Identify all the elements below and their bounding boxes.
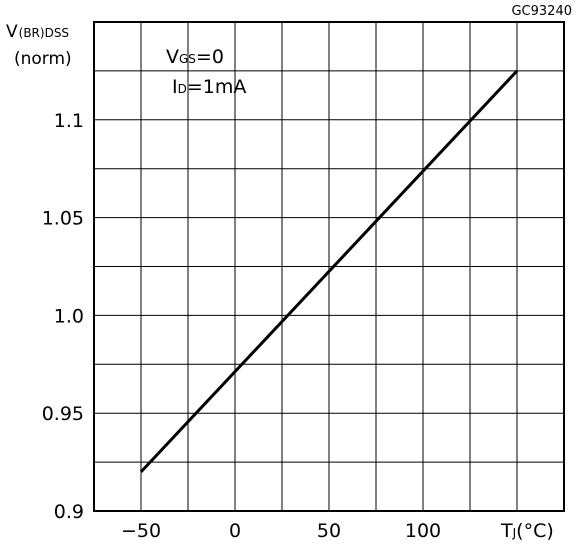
y-axis-label: V(BR)DSS: [6, 22, 69, 42]
annotation-vgs-sub: GS: [179, 52, 196, 66]
figure-code: GC93240: [511, 4, 572, 19]
x-tick-label: −50: [121, 520, 161, 542]
annotation-id: ID=1mA: [172, 76, 246, 98]
x-axis-label: TJ(°C): [500, 520, 554, 542]
y-tick-label: 0.95: [42, 403, 84, 425]
x-axis-label-sub: J: [512, 526, 517, 540]
annotation-vgs-rest: =0: [196, 46, 224, 68]
series-line: [139, 69, 519, 473]
series-layer: [139, 69, 519, 473]
annotation-id-sub: D: [178, 82, 187, 96]
y-axis-unit: (norm): [14, 49, 72, 69]
x-tick-label: 100: [405, 520, 441, 542]
x-axis-label-main: T: [500, 520, 513, 542]
x-axis-label-unit: (°C): [516, 520, 554, 542]
y-axis-label-sub: (BR)DSS: [19, 26, 69, 40]
y-tick-label: 0.9: [54, 501, 84, 523]
annotation-vgs: VGS=0: [166, 46, 224, 68]
y-axis-label-main: V: [6, 22, 18, 42]
annotation-id-rest: =1mA: [187, 76, 247, 98]
y-tick-label: 1.05: [42, 208, 84, 230]
x-tick-label: 0: [229, 520, 241, 542]
annotation-vgs-main: V: [166, 46, 179, 68]
plot-frame: [93, 21, 565, 512]
y-tick-label: 1.1: [54, 110, 84, 132]
grid: [94, 22, 564, 511]
x-tick-labels: −50 0 50 100: [121, 520, 441, 542]
annotation-id-main: I: [172, 76, 178, 98]
y-tick-label: 1.0: [54, 305, 84, 327]
y-tick-labels: 0.9 0.95 1.0 1.05 1.1: [42, 110, 84, 523]
x-tick-label: 50: [317, 520, 341, 542]
